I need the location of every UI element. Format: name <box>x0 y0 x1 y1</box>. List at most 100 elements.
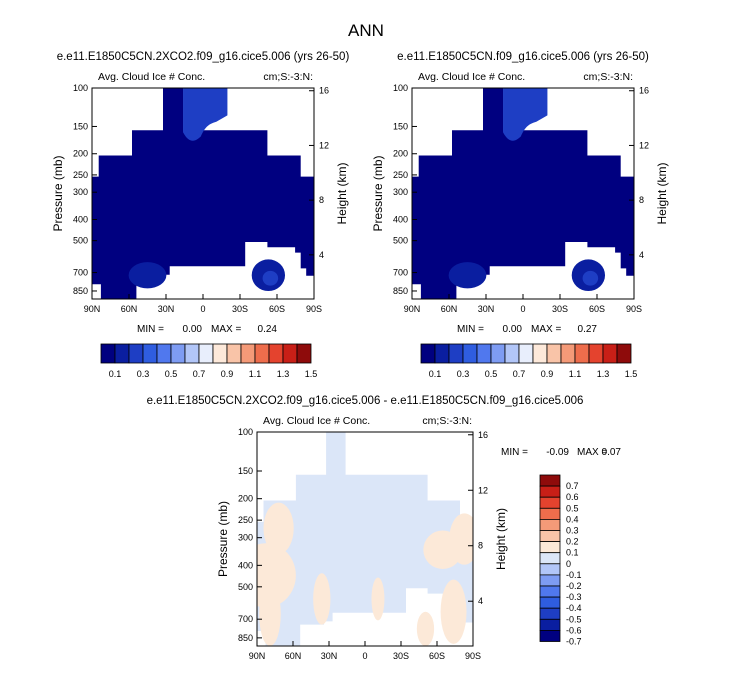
y-right-tick-label: 4 <box>639 250 644 260</box>
y-right-axis-title: Height (km) <box>494 508 508 570</box>
y-tick-label: 850 <box>393 286 408 296</box>
colorbar-label: 0.1 <box>429 369 442 379</box>
max-value: 0.27 <box>578 324 598 335</box>
colorbar-label: 0.5 <box>566 503 579 513</box>
y-right-tick-label: 12 <box>639 140 649 150</box>
plot-panel-3: e.e11.E1850C5CN.2XCO2.f09_g16.cice5.006 … <box>147 395 622 661</box>
colorbar-box <box>504 343 520 364</box>
colorbar-box <box>539 607 561 620</box>
y-right-tick-label: 4 <box>319 250 324 260</box>
x-tick-label: 90N <box>404 304 421 314</box>
x-tick-label: 30S <box>393 651 409 661</box>
colorbar-label: 1.3 <box>597 369 610 379</box>
colorbar-box <box>476 343 492 364</box>
y-right-tick-label: 16 <box>319 86 329 96</box>
colorbar-label: 0.1 <box>566 548 579 558</box>
y-axis-title: Pressure (mb) <box>216 501 230 577</box>
colorbar-label: 0.1 <box>109 369 122 379</box>
colorbar-label: 0.7 <box>193 369 206 379</box>
y-tick-label: 150 <box>238 466 253 476</box>
panel-title: e.e11.E1850C5CN.2XCO2.f09_g16.cice5.006 … <box>147 395 584 407</box>
y-tick-label: 150 <box>73 121 88 131</box>
data-field <box>412 88 634 299</box>
data-field <box>92 88 314 299</box>
colorbar-box <box>296 343 312 364</box>
colorbar-label: 0.5 <box>165 369 178 379</box>
colorbar-box <box>539 563 561 576</box>
colorbar-box <box>539 618 561 631</box>
colorbar-box <box>539 496 561 509</box>
colorbar-box <box>240 343 256 364</box>
left-string: Avg. Cloud Ice # Conc. <box>98 71 205 83</box>
y-right-tick-label: 8 <box>478 541 483 551</box>
positive-anomaly-4 <box>313 573 331 625</box>
y-tick-label: 700 <box>73 268 88 278</box>
positive-anomaly-7 <box>440 579 467 644</box>
colorbar-label: 0.3 <box>457 369 470 379</box>
colorbar-label: 0.2 <box>566 537 579 547</box>
colorbar-box <box>546 343 562 364</box>
max-label: MAX = <box>531 324 561 335</box>
colorbar-label: 0.4 <box>566 514 579 524</box>
y-tick-label: 700 <box>238 614 253 624</box>
right-string: cm;S:-3:N: <box>583 71 633 83</box>
positive-anomaly-6 <box>449 513 473 565</box>
right-string: cm;S:-3:N: <box>422 415 472 427</box>
y-right-tick-label: 16 <box>478 430 488 440</box>
max-value: 0.24 <box>258 324 278 335</box>
x-tick-label: 0 <box>200 304 205 314</box>
colorbar-box <box>212 343 228 364</box>
upper-tropical-max <box>503 88 548 141</box>
y-right-tick-label: 8 <box>319 195 324 205</box>
colorbar-box <box>616 343 632 364</box>
colorbar-box <box>184 343 200 364</box>
y-tick-label: 300 <box>73 187 88 197</box>
colorbar-label: -0.4 <box>566 603 582 613</box>
x-tick-label: 60S <box>269 304 285 314</box>
colorbar-box <box>282 343 298 364</box>
y-tick-label: 300 <box>393 187 408 197</box>
colorbar-1: 0.1 0.3 0.5 0.7 0.9 1.1 1.3 1.5 <box>100 343 317 379</box>
colorbar-box <box>539 541 561 554</box>
colorbar-label: 1.5 <box>625 369 638 379</box>
x-tick-label: 90N <box>84 304 101 314</box>
colorbar-label: 1.1 <box>249 369 262 379</box>
upper-zero-strip <box>483 88 504 131</box>
colorbar-box <box>539 474 561 487</box>
colorbar-label: 0.7 <box>513 369 526 379</box>
colorbar-box <box>420 343 436 364</box>
colorbar-box <box>254 343 270 364</box>
x-tick-label: 30N <box>158 304 175 314</box>
colorbar-label: 1.3 <box>277 369 290 379</box>
y-tick-label: 250 <box>73 170 88 180</box>
y-tick-label: 400 <box>393 214 408 224</box>
colorbar-box <box>170 343 186 364</box>
y-right-tick-label: 12 <box>319 140 329 150</box>
x-tick-label: 60N <box>441 304 458 314</box>
y-axis-title: Pressure (mb) <box>371 155 385 231</box>
colorbar-label: -0.6 <box>566 625 582 635</box>
colorbar-box <box>462 343 478 364</box>
left-string: Avg. Cloud Ice # Conc. <box>263 415 370 427</box>
x-tick-label: 60N <box>285 651 302 661</box>
positive-anomaly-2 <box>263 502 294 554</box>
colorbar-box <box>532 343 548 364</box>
colorbar-label: -0.7 <box>566 637 582 647</box>
y-tick-label: 250 <box>238 515 253 525</box>
left-string: Avg. Cloud Ice # Conc. <box>418 71 525 83</box>
x-tick-label: 30N <box>478 304 495 314</box>
colorbar-box <box>539 507 561 520</box>
x-tick-label: 30S <box>552 304 568 314</box>
y-tick-label: 100 <box>73 83 88 93</box>
sh-lowlevel-core <box>582 270 599 286</box>
colorbar-label: 0.3 <box>566 526 579 536</box>
colorbar-box <box>539 485 561 498</box>
colorbar-box <box>518 343 534 364</box>
colorbar-box <box>142 343 158 364</box>
upper-tropical-max <box>183 88 228 141</box>
data-field <box>257 432 473 646</box>
y-right-tick-label: 4 <box>478 596 483 606</box>
field-negative-small <box>257 432 473 646</box>
colorbar-label: -0.3 <box>566 592 582 602</box>
